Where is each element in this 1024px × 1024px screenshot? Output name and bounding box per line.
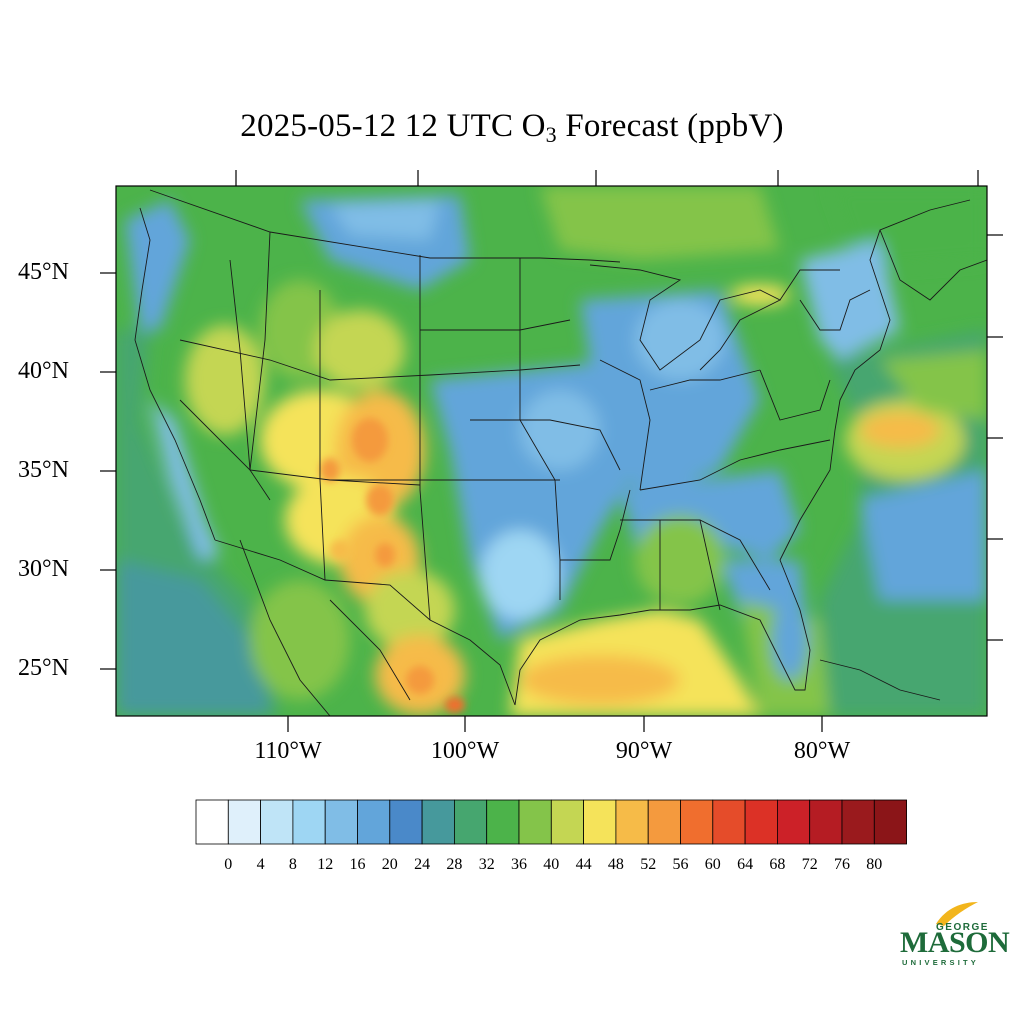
lat-label: 25°N	[18, 655, 69, 681]
colorbar-cell	[873, 799, 907, 845]
colorbar-tick-label: 8	[288, 856, 297, 873]
lon-label: 110°W	[254, 738, 322, 764]
colorbar-cell	[292, 799, 326, 845]
colorbar-cell	[324, 799, 358, 845]
colorbar-tick-label: 40	[543, 856, 560, 873]
colorbar-cell	[389, 799, 423, 845]
left-ticks	[100, 272, 116, 670]
colorbar-tick-label: 4	[256, 856, 265, 873]
logo-university: UNIVERSITY	[902, 958, 980, 967]
colorbar-cell	[615, 799, 649, 845]
colorbar-tick-label: 60	[704, 856, 721, 873]
colorbar-cell	[550, 799, 584, 845]
boundaries	[134, 189, 987, 716]
colorbar-cell	[809, 799, 843, 845]
colorbar-cell	[744, 799, 778, 845]
colorbar-cell	[777, 799, 811, 845]
map-frame	[115, 185, 988, 717]
lat-label: 40°N	[18, 358, 69, 384]
map-title: 2025-05-12 12 UTC O3 Forecast (ppbV)	[240, 108, 784, 147]
colorbar-tick-label: 16	[349, 856, 366, 873]
colorbar-cell	[486, 799, 520, 845]
right-ticks	[987, 234, 1003, 641]
colorbar-cell	[680, 799, 714, 845]
colorbar-tick-label: 20	[381, 856, 398, 873]
colorbar-cell	[357, 799, 391, 845]
colorbar-tick-label: 80	[866, 856, 883, 873]
colorbar-tick-label: 36	[511, 856, 527, 873]
gmu-logo: GEORGE MASON UNIVERSITY	[898, 898, 1010, 970]
colorbar-cell	[712, 799, 746, 845]
colorbar-tick-label: 24	[414, 856, 431, 873]
leaf-icon	[936, 902, 978, 926]
colorbar-cell	[518, 799, 552, 845]
colorbar-cell	[453, 799, 488, 845]
colorbar-tick-label: 48	[607, 856, 624, 873]
colorbar-cell	[421, 799, 455, 845]
colorbar-tick-label: 76	[834, 856, 850, 873]
colorbar-cell	[647, 799, 681, 845]
colorbar-tick-label: 28	[446, 856, 463, 873]
colorbar-tick-label: 52	[640, 856, 657, 873]
field-hotspots	[320, 418, 465, 713]
colorbar-tick-label: 0	[224, 856, 233, 873]
lat-label: 35°N	[18, 457, 69, 483]
colorbar-cell	[583, 799, 617, 845]
bottom-ticks	[287, 716, 823, 732]
colorbar-tick-label: 68	[769, 856, 786, 873]
colorbar-cell	[260, 799, 294, 845]
lat-label: 30°N	[18, 556, 69, 582]
colorbar-tick-label: 72	[801, 856, 818, 873]
colorbar-tick-label: 44	[575, 856, 592, 873]
colorbar-tick-label: 32	[478, 856, 495, 873]
colorbar-cell	[195, 799, 229, 845]
lon-label: 90°W	[615, 738, 673, 764]
colorbar-cell	[227, 799, 262, 845]
colorbar-cell	[841, 799, 875, 845]
colorbar-tick-label: 64	[737, 856, 754, 873]
colorbar-tick-label: 56	[672, 856, 689, 873]
logo-george: GEORGE	[936, 922, 989, 933]
colorbar-tick-label: 12	[317, 856, 334, 873]
top-ticks	[235, 170, 979, 186]
lat-label: 45°N	[18, 259, 69, 285]
colorbar-cells	[195, 799, 907, 845]
logo-mason: MASON	[900, 926, 1010, 959]
lon-label: 80°W	[793, 738, 851, 764]
lon-label: 100°W	[430, 738, 500, 764]
